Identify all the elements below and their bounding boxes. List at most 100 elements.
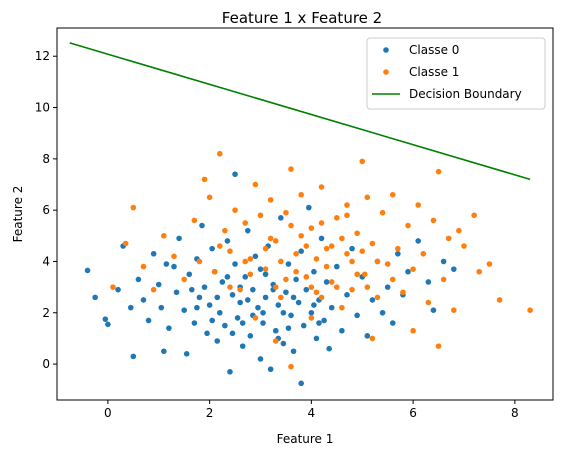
- point-classe-1: [161, 233, 167, 239]
- point-classe-0: [313, 335, 320, 342]
- point-classe-1: [318, 184, 325, 190]
- point-classe-0: [451, 266, 457, 272]
- point-classe-1: [374, 258, 381, 265]
- point-classe-0: [339, 327, 345, 334]
- point-classe-0: [298, 248, 304, 254]
- legend-box: [366, 37, 546, 110]
- point-classe-0: [155, 281, 162, 288]
- point-classe-0: [237, 299, 243, 306]
- point-classe-0: [247, 333, 254, 339]
- point-classe-0: [84, 267, 91, 274]
- point-classe-1: [196, 258, 203, 265]
- point-classe-1: [333, 215, 340, 221]
- point-classe-1: [110, 284, 116, 290]
- point-classe-0: [280, 340, 287, 347]
- y-tick-label: 2: [42, 306, 50, 320]
- point-classe-1: [181, 276, 187, 283]
- point-classe-0: [298, 380, 304, 387]
- point-classe-1: [430, 217, 437, 224]
- point-classe-1: [496, 297, 503, 303]
- point-classe-1: [313, 256, 320, 262]
- point-classe-0: [318, 235, 325, 242]
- point-classe-0: [196, 294, 203, 301]
- point-classe-1: [318, 294, 325, 301]
- point-classe-1: [415, 202, 421, 208]
- y-tick-label: 8: [42, 152, 50, 166]
- point-classe-0: [204, 330, 210, 337]
- legend-label-classe-0: Classe 0: [409, 43, 459, 57]
- point-classe-1: [247, 271, 254, 278]
- point-classe-1: [122, 240, 129, 247]
- point-classe-0: [244, 227, 251, 234]
- point-classe-0: [115, 286, 121, 293]
- point-classe-0: [158, 304, 165, 311]
- point-classe-0: [229, 292, 236, 298]
- y-tick-label: 4: [42, 254, 50, 268]
- y-tick-label: 12: [35, 49, 50, 63]
- point-classe-0: [250, 286, 256, 293]
- point-classe-0: [293, 276, 299, 283]
- point-classe-1: [293, 268, 299, 275]
- point-classe-0: [333, 263, 340, 270]
- point-classe-0: [214, 338, 221, 344]
- point-classe-0: [300, 322, 307, 329]
- point-classe-1: [298, 233, 304, 239]
- point-classe-0: [194, 304, 200, 311]
- point-classe-0: [285, 325, 292, 331]
- point-classe-0: [323, 279, 330, 285]
- point-classe-1: [349, 286, 355, 293]
- point-classe-1: [288, 363, 294, 370]
- point-classe-0: [425, 279, 432, 285]
- x-tick-label: 8: [511, 406, 519, 420]
- point-classe-0: [405, 268, 411, 275]
- point-classe-0: [150, 250, 157, 257]
- point-classe-1: [227, 248, 233, 254]
- point-classe-0: [239, 320, 246, 326]
- point-classe-0: [290, 294, 297, 301]
- point-classe-1: [303, 274, 310, 280]
- point-classe-0: [181, 307, 187, 314]
- x-tick-label: 4: [308, 406, 316, 420]
- point-classe-0: [272, 327, 279, 334]
- point-classe-0: [311, 302, 317, 308]
- point-classe-0: [224, 274, 231, 280]
- point-classe-0: [127, 304, 134, 311]
- point-classe-1: [361, 271, 368, 278]
- point-classe-0: [216, 309, 223, 316]
- point-classe-0: [219, 279, 226, 285]
- point-classe-1: [262, 266, 269, 272]
- point-classe-1: [461, 243, 467, 249]
- point-classe-1: [354, 271, 360, 278]
- point-classe-0: [260, 309, 266, 316]
- point-classe-0: [430, 307, 437, 314]
- point-classe-0: [191, 320, 198, 326]
- point-classe-0: [283, 289, 289, 296]
- point-classe-1: [435, 343, 442, 349]
- point-classe-0: [186, 271, 193, 278]
- point-classe-1: [216, 243, 223, 249]
- line-decision-boundary: [69, 42, 531, 181]
- point-classe-0: [415, 238, 421, 244]
- point-classe-1: [272, 284, 279, 290]
- point-classe-1: [471, 212, 477, 219]
- chart-title: Feature 1 x Feature 2: [222, 9, 382, 27]
- point-classe-1: [389, 191, 396, 198]
- point-classe-0: [252, 253, 259, 260]
- point-classe-1: [389, 276, 396, 283]
- x-tick-label: 6: [409, 406, 417, 420]
- point-classe-1: [476, 268, 483, 275]
- y-tick-label: 6: [42, 203, 50, 217]
- point-classe-0: [257, 266, 264, 272]
- point-classe-0: [349, 245, 355, 252]
- point-classe-1: [242, 258, 249, 265]
- point-classe-1: [227, 284, 233, 290]
- point-classe-1: [486, 261, 493, 267]
- point-classe-0: [232, 261, 238, 267]
- point-classe-0: [234, 315, 241, 321]
- point-classe-0: [173, 289, 180, 296]
- point-classe-0: [389, 320, 396, 326]
- point-classe-1: [333, 284, 340, 290]
- point-classe-1: [288, 222, 294, 229]
- point-classe-1: [344, 212, 350, 219]
